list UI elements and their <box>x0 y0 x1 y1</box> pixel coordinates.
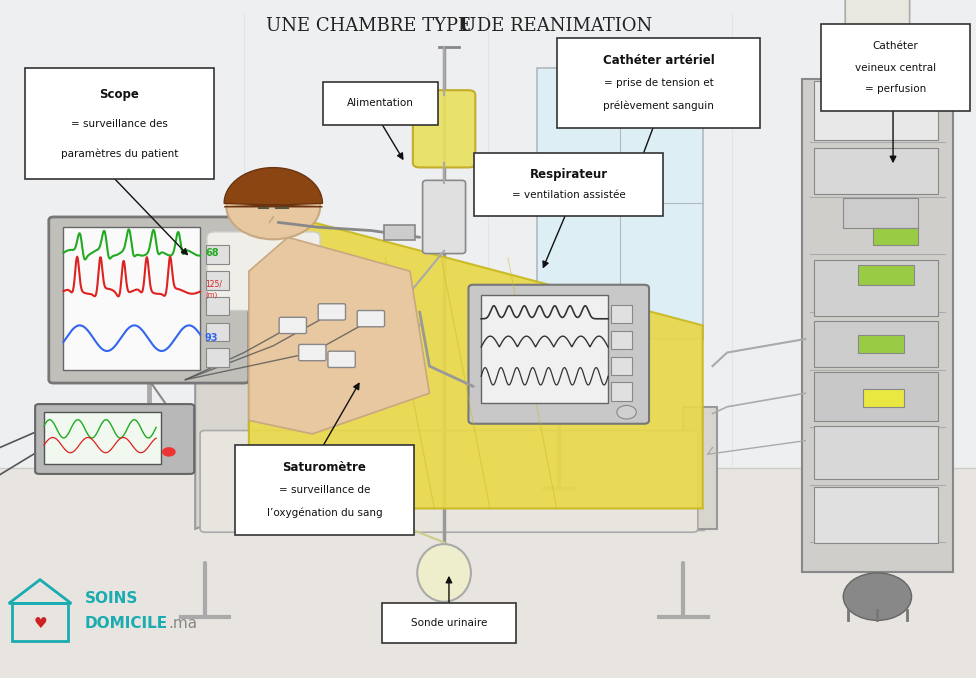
Text: = ventilation assistée: = ventilation assistée <box>511 190 626 200</box>
FancyBboxPatch shape <box>863 389 904 407</box>
FancyBboxPatch shape <box>611 331 632 349</box>
FancyBboxPatch shape <box>821 24 970 111</box>
FancyBboxPatch shape <box>843 198 918 228</box>
FancyBboxPatch shape <box>858 265 914 285</box>
FancyBboxPatch shape <box>235 445 414 535</box>
FancyBboxPatch shape <box>0 0 976 475</box>
Circle shape <box>162 447 176 457</box>
FancyBboxPatch shape <box>474 153 663 216</box>
Text: 68: 68 <box>205 247 219 258</box>
Text: = surveillance de: = surveillance de <box>279 485 370 495</box>
FancyBboxPatch shape <box>357 311 385 327</box>
Text: 93: 93 <box>205 333 219 343</box>
FancyBboxPatch shape <box>858 335 904 353</box>
Text: Sonde urinaire: Sonde urinaire <box>411 618 487 628</box>
Circle shape <box>843 573 912 620</box>
Text: Cathéter artériel: Cathéter artériel <box>603 54 714 66</box>
Text: veineux central: veineux central <box>855 63 936 73</box>
Text: = perfusion: = perfusion <box>865 85 926 94</box>
FancyBboxPatch shape <box>299 344 326 361</box>
FancyBboxPatch shape <box>468 285 649 424</box>
Polygon shape <box>195 271 249 529</box>
FancyBboxPatch shape <box>207 232 320 311</box>
FancyBboxPatch shape <box>384 225 415 240</box>
FancyBboxPatch shape <box>802 79 953 572</box>
Text: l’oxygénation du sang: l’oxygénation du sang <box>266 507 383 518</box>
Text: (m): (m) <box>205 292 218 298</box>
Text: UNE CHAMBRE TYPE DE REANIMATION: UNE CHAMBRE TYPE DE REANIMATION <box>265 17 652 35</box>
Polygon shape <box>249 217 703 508</box>
FancyBboxPatch shape <box>814 487 938 543</box>
Text: 125/: 125/ <box>205 280 222 289</box>
FancyBboxPatch shape <box>318 304 346 320</box>
Text: prélèvement sanguin: prélèvement sanguin <box>603 100 714 111</box>
FancyBboxPatch shape <box>814 321 938 367</box>
Text: .ma: .ma <box>169 616 198 631</box>
Circle shape <box>617 405 636 419</box>
FancyBboxPatch shape <box>611 382 632 401</box>
FancyBboxPatch shape <box>814 426 938 479</box>
Text: = prise de tension et: = prise de tension et <box>604 78 713 88</box>
Text: Saturomètre: Saturomètre <box>283 460 366 473</box>
FancyBboxPatch shape <box>200 431 698 532</box>
FancyBboxPatch shape <box>611 305 632 323</box>
FancyBboxPatch shape <box>206 323 229 341</box>
FancyBboxPatch shape <box>814 148 938 194</box>
FancyBboxPatch shape <box>206 245 229 264</box>
FancyBboxPatch shape <box>413 90 475 167</box>
Text: ♥: ♥ <box>33 616 47 631</box>
FancyBboxPatch shape <box>845 0 910 77</box>
FancyBboxPatch shape <box>49 217 249 383</box>
Text: Scope: Scope <box>100 87 140 100</box>
Polygon shape <box>249 237 429 434</box>
FancyBboxPatch shape <box>814 260 938 316</box>
FancyBboxPatch shape <box>611 357 632 375</box>
Polygon shape <box>224 167 322 207</box>
Text: DOMICILE: DOMICILE <box>85 616 168 631</box>
Text: Cathéter: Cathéter <box>873 41 918 51</box>
Text: Alimentation: Alimentation <box>347 98 414 108</box>
FancyBboxPatch shape <box>206 348 229 367</box>
FancyBboxPatch shape <box>206 271 229 290</box>
Text: = surveillance des: = surveillance des <box>71 119 168 129</box>
FancyBboxPatch shape <box>814 81 938 140</box>
FancyBboxPatch shape <box>44 412 161 464</box>
FancyBboxPatch shape <box>323 82 438 125</box>
Text: SOINS: SOINS <box>85 591 139 606</box>
FancyBboxPatch shape <box>537 68 703 339</box>
FancyBboxPatch shape <box>814 372 938 421</box>
FancyBboxPatch shape <box>35 404 194 474</box>
FancyBboxPatch shape <box>63 227 200 370</box>
FancyBboxPatch shape <box>557 38 760 128</box>
FancyBboxPatch shape <box>423 180 466 254</box>
Text: U: U <box>459 17 475 35</box>
FancyBboxPatch shape <box>279 317 306 334</box>
Circle shape <box>226 174 320 239</box>
FancyBboxPatch shape <box>481 295 608 403</box>
Ellipse shape <box>418 544 471 602</box>
FancyBboxPatch shape <box>25 68 214 179</box>
FancyBboxPatch shape <box>206 297 229 315</box>
Text: Respirateur: Respirateur <box>529 168 608 181</box>
FancyBboxPatch shape <box>328 351 355 367</box>
Text: paramètres du patient: paramètres du patient <box>61 148 179 159</box>
FancyBboxPatch shape <box>873 228 918 245</box>
FancyBboxPatch shape <box>382 603 516 643</box>
FancyBboxPatch shape <box>0 468 976 678</box>
Polygon shape <box>683 407 717 529</box>
